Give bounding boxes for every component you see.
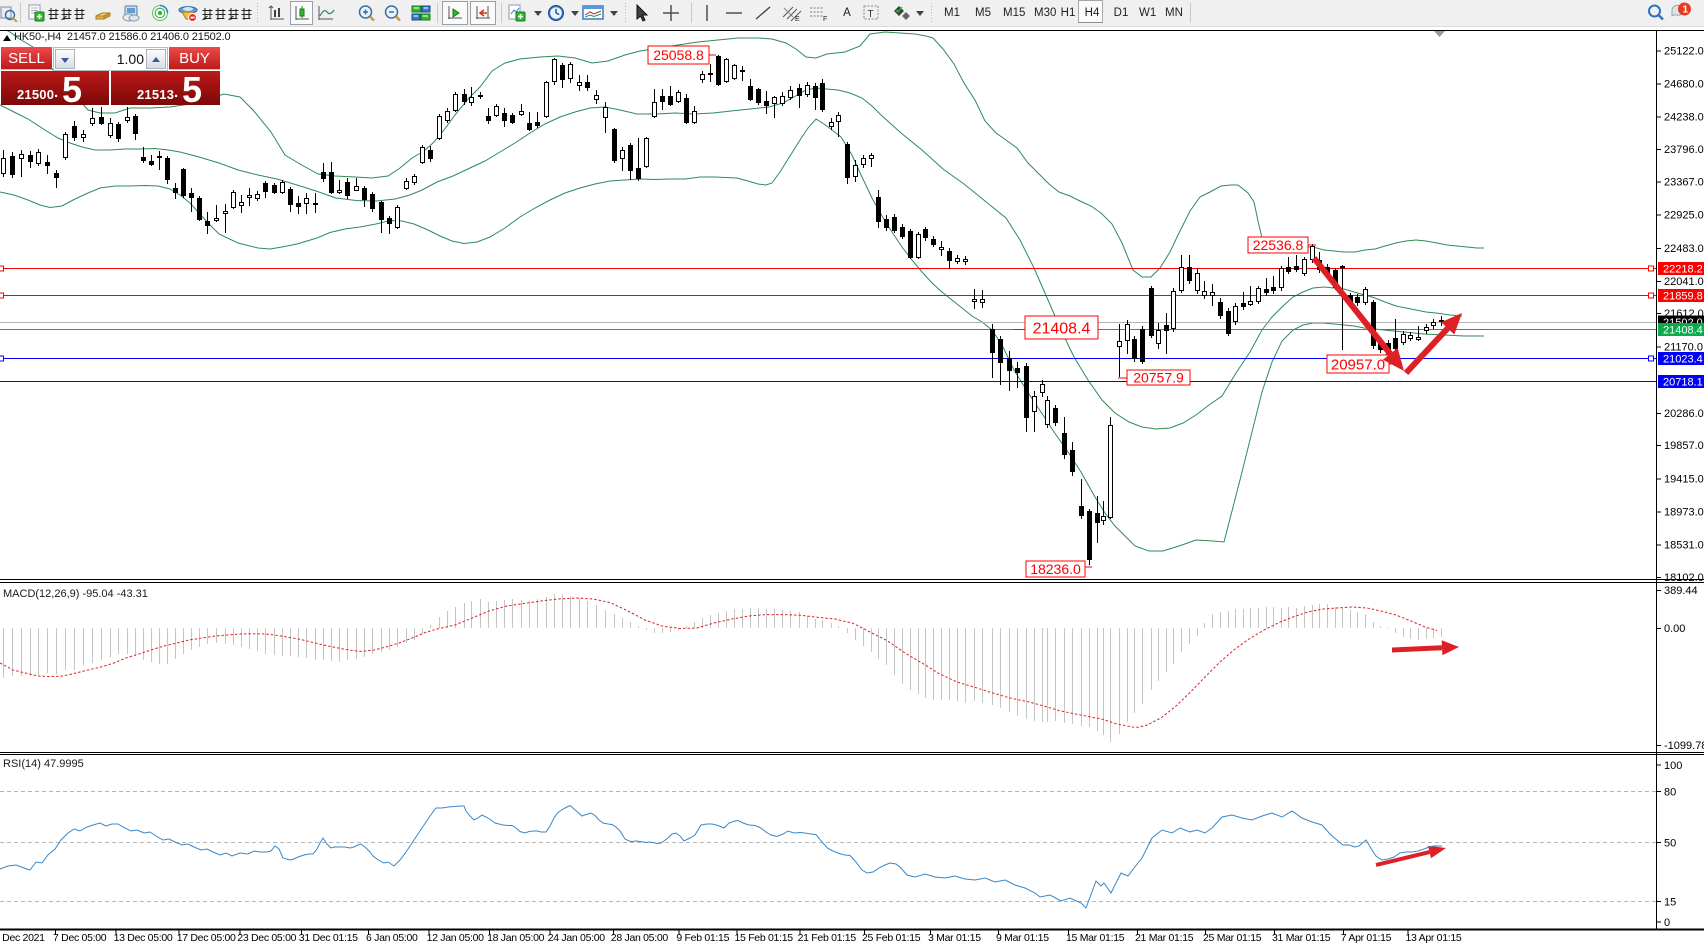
svg-text:22483.0: 22483.0: [1664, 243, 1704, 255]
svg-text:22041.0: 22041.0: [1664, 276, 1704, 288]
svg-text:25122.0: 25122.0: [1664, 46, 1704, 58]
svg-text:7 Apr 01:15: 7 Apr 01:15: [1341, 932, 1392, 944]
svg-text:31 Mar 01:15: 31 Mar 01:15: [1272, 932, 1331, 944]
svg-text:20757.9: 20757.9: [1133, 370, 1184, 386]
svg-text:20286.0: 20286.0: [1664, 408, 1704, 420]
svg-text:100: 100: [1664, 760, 1682, 772]
svg-text:6 Jan 05:00: 6 Jan 05:00: [366, 932, 418, 944]
svg-text:15 Mar 01:15: 15 Mar 01:15: [1066, 932, 1125, 944]
svg-text:18102.0: 18102.0: [1664, 572, 1704, 584]
svg-text:23367.0: 23367.0: [1664, 176, 1704, 188]
svg-text:25 Feb 01:15: 25 Feb 01:15: [862, 932, 921, 944]
svg-text:21170.0: 21170.0: [1664, 341, 1703, 353]
svg-text:13 Apr 01:15: 13 Apr 01:15: [1406, 932, 1462, 944]
svg-text:18531.0: 18531.0: [1664, 540, 1704, 552]
svg-text:9 Feb 01:15: 9 Feb 01:15: [676, 932, 729, 944]
svg-text:18236.0: 18236.0: [1030, 561, 1081, 577]
svg-text:9 Mar 01:15: 9 Mar 01:15: [996, 932, 1049, 944]
svg-text:19415.0: 19415.0: [1664, 473, 1704, 485]
svg-text:18 Jan 05:00: 18 Jan 05:00: [487, 932, 545, 944]
svg-text:23 Dec 05:00: 23 Dec 05:00: [237, 932, 296, 944]
svg-text:24 Jan 05:00: 24 Jan 05:00: [548, 932, 606, 944]
svg-text:80: 80: [1664, 787, 1676, 799]
svg-text:17 Dec 05:00: 17 Dec 05:00: [177, 932, 236, 944]
svg-text:HK50-,H4 21457.0 21586.0 2140: HK50-,H4 21457.0 21586.0 21406.0 21502.0: [14, 31, 231, 43]
svg-text:28 Jan 05:00: 28 Jan 05:00: [611, 932, 669, 944]
svg-text:22536.8: 22536.8: [1253, 237, 1304, 253]
svg-text:-1099.78: -1099.78: [1664, 740, 1704, 752]
svg-text:21408.4: 21408.4: [1663, 325, 1703, 337]
svg-text:21 Mar 01:15: 21 Mar 01:15: [1135, 932, 1194, 944]
svg-text:18973.0: 18973.0: [1664, 507, 1704, 519]
svg-text:21408.4: 21408.4: [1033, 320, 1091, 337]
svg-text:24680.0: 24680.0: [1664, 79, 1704, 91]
svg-text:19857.0: 19857.0: [1664, 440, 1704, 452]
svg-text:21 Feb 01:15: 21 Feb 01:15: [798, 932, 857, 944]
svg-text:3 Mar 01:15: 3 Mar 01:15: [928, 932, 981, 944]
svg-text:15: 15: [1664, 897, 1676, 909]
svg-text:MACD(12,26,9) -95.04 -43.31: MACD(12,26,9) -95.04 -43.31: [3, 588, 148, 600]
svg-text:1: 1: [1683, 5, 1689, 16]
svg-text:22218.2: 22218.2: [1663, 264, 1703, 276]
svg-text:E: E: [795, 16, 800, 22]
svg-text:25 Mar 01:15: 25 Mar 01:15: [1203, 932, 1262, 944]
svg-text:22925.0: 22925.0: [1664, 210, 1704, 222]
svg-text:13 Dec 05:00: 13 Dec 05:00: [114, 932, 173, 944]
svg-text:389.44: 389.44: [1664, 585, 1698, 597]
svg-text:15 Feb 01:15: 15 Feb 01:15: [735, 932, 794, 944]
svg-text:50: 50: [1664, 838, 1676, 850]
svg-text:T: T: [868, 9, 874, 20]
svg-text:1 Dec 2021: 1 Dec 2021: [0, 932, 45, 944]
svg-text:20718.1: 20718.1: [1663, 377, 1703, 389]
svg-text:F: F: [823, 16, 827, 22]
svg-text:21023.4: 21023.4: [1663, 354, 1703, 366]
svg-text:7 Dec 05:00: 7 Dec 05:00: [53, 932, 107, 944]
svg-text:RSI(14) 47.9995: RSI(14) 47.9995: [3, 758, 84, 770]
svg-text:23796.0: 23796.0: [1664, 144, 1704, 156]
svg-text:0: 0: [1664, 917, 1670, 929]
svg-text:21859.8: 21859.8: [1663, 291, 1703, 303]
svg-text:24238.0: 24238.0: [1664, 111, 1704, 123]
svg-text:0.00: 0.00: [1664, 623, 1685, 635]
svg-text:25058.8: 25058.8: [653, 47, 704, 63]
svg-text:31 Dec 01:15: 31 Dec 01:15: [299, 932, 358, 944]
svg-text:12 Jan 05:00: 12 Jan 05:00: [427, 932, 485, 944]
svg-text:20957.0: 20957.0: [1331, 356, 1385, 373]
